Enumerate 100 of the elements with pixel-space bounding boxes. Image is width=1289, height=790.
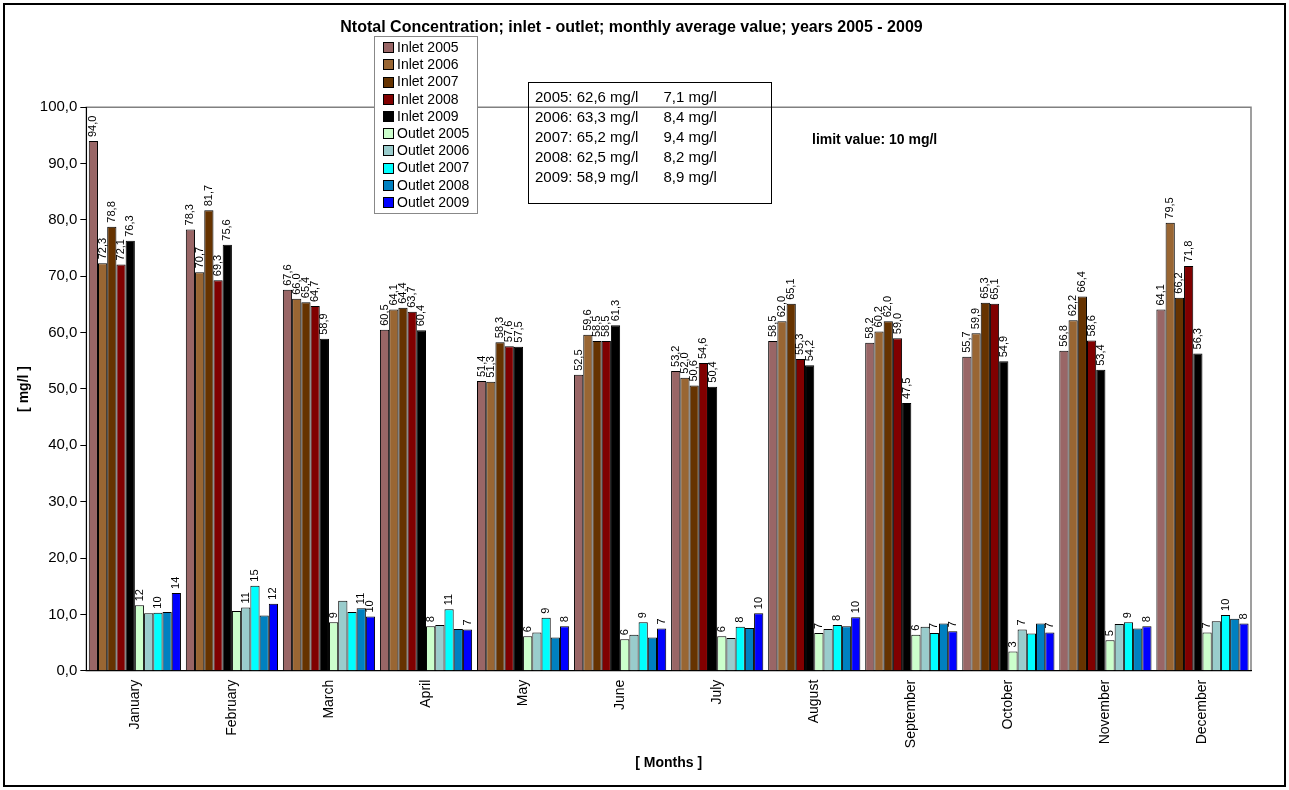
data-label: 6 [520, 626, 533, 633]
data-label: 8 [557, 616, 570, 623]
y-tick-label: 50,0 [48, 379, 78, 397]
data-label: 60,5 [377, 304, 390, 326]
legend-label: Inlet 2005 [397, 39, 459, 57]
data-label: 79,5 [1163, 197, 1176, 219]
data-label: 6 [908, 624, 921, 631]
data-label: 6 [714, 626, 727, 633]
x-tick-label: February [222, 679, 239, 736]
x-tick-label: April [416, 679, 433, 708]
data-label: 9 [326, 612, 339, 619]
data-label: 12 [132, 589, 145, 602]
x-tick-label: July [708, 679, 725, 705]
data-label: 9 [1121, 612, 1134, 619]
data-label: 52,5 [571, 349, 584, 371]
data-label: 70,7 [192, 246, 205, 269]
data-label: 11 [442, 593, 455, 606]
data-label: 94,0 [86, 115, 99, 138]
data-label: 8 [1139, 616, 1152, 623]
x-tick-label: May [513, 679, 530, 707]
legend-label: Outlet 2009 [397, 193, 470, 212]
x-axis-title: [ Months ] [635, 754, 703, 771]
data-label: 59,6 [580, 309, 593, 331]
legend-label: Inlet 2009 [397, 107, 459, 126]
data-label: 15 [248, 569, 260, 582]
legend-label: Outlet 2008 [397, 176, 470, 194]
chart-title: Ntotal Concentration; inlet - outlet; monthly average value; years 2005 - 2009 [340, 18, 923, 36]
data-label: 7 [1015, 619, 1028, 626]
data-label: 10 [1218, 598, 1231, 611]
data-label: 3 [1006, 641, 1018, 648]
x-tick-label: September [902, 679, 919, 749]
y-tick-label: 40,0 [48, 435, 78, 453]
data-label: 58,5 [765, 315, 778, 338]
data-label: 60,4 [414, 304, 427, 327]
data-label: 9 [539, 607, 552, 614]
data-label: 66,4 [1075, 271, 1088, 293]
data-label: 47,5 [899, 377, 912, 400]
y-tick-label: 70,0 [48, 266, 78, 284]
x-tick-label: October [999, 679, 1016, 730]
data-label: 54,9 [996, 335, 1009, 358]
data-label: 78,8 [104, 201, 117, 223]
y-tick-label: 80,0 [48, 210, 78, 228]
text: 2005: 62,6 mg/l 7,1 mg/l [535, 88, 717, 105]
y-tick-label: 10,0 [48, 604, 78, 622]
data-label: 10 [150, 596, 163, 609]
data-label: 9 [636, 612, 649, 619]
x-tick-label: January [125, 679, 142, 730]
data-label: 12 [266, 587, 279, 600]
data-label: 50,4 [705, 361, 718, 383]
data-label: 11 [238, 592, 251, 604]
data-label: 56,8 [1056, 325, 1069, 347]
data-label: 7 [927, 622, 940, 629]
data-label: 8 [830, 614, 843, 622]
data-label: 67,6 [280, 264, 293, 286]
data-label: 78,3 [183, 204, 196, 226]
data-label: 6 [617, 629, 630, 636]
annotation: 2006: 63,3 mg/l 8,4 mg/l [535, 108, 717, 125]
data-label: 54,6 [696, 337, 709, 360]
data-label: 66,2 [1172, 272, 1185, 294]
data-label: 65,1 [784, 278, 797, 300]
data-label: 7 [1200, 622, 1213, 629]
x-tick-label: December [1193, 679, 1210, 745]
data-label: 76,3 [123, 215, 136, 237]
y-tick-label: 100,0 [39, 97, 78, 115]
x-tick-label: March [319, 679, 336, 719]
annotation: limit value: 10 mg/l [812, 131, 938, 147]
data-label: 5 [1103, 630, 1116, 637]
legend-label: Inlet 2006 [397, 56, 459, 74]
data-label: 53,4 [1093, 344, 1106, 366]
data-label: 59,9 [969, 307, 982, 330]
data-label: 7 [945, 621, 958, 628]
data-label: 56,3 [1190, 328, 1203, 350]
x-tick-label: June [611, 679, 627, 711]
annotation: 2008: 62,5 mg/l 8,2 mg/l [535, 148, 717, 165]
data-label: 10 [848, 600, 861, 614]
data-label: 71,8 [1181, 240, 1194, 263]
y-tick-label: 30,0 [48, 491, 78, 509]
data-label: 7 [654, 618, 667, 625]
x-tick-label: August [805, 679, 822, 724]
data-label: 72,3 [95, 237, 108, 260]
data-label: 75,6 [220, 219, 233, 241]
data-label: 8 [1236, 613, 1249, 620]
data-label: 62,2 [1066, 294, 1079, 317]
legend-label: Inlet 2008 [397, 90, 459, 108]
y-axis-title: [ mg/l ] [15, 366, 32, 412]
y-tick-label: 0,0 [56, 660, 78, 678]
data-label: 59,0 [890, 312, 903, 335]
data-label: 10 [751, 596, 764, 610]
data-label: 14 [169, 576, 182, 589]
data-label: 7 [1042, 622, 1055, 629]
data-label: 55,7 [959, 331, 972, 353]
data-label: 64,1 [386, 284, 399, 306]
legend-label: Outlet 2006 [397, 142, 470, 160]
annotation: 2009: 58,9 mg/l 8,9 mg/l [535, 168, 717, 185]
y-tick-label: 20,0 [48, 548, 78, 566]
y-tick-label: 90,0 [48, 153, 78, 171]
data-label: 7 [811, 622, 824, 629]
data-label: 58,6 [1084, 315, 1097, 337]
data-label: 69,3 [211, 254, 224, 277]
data-label: 8 [733, 616, 746, 623]
